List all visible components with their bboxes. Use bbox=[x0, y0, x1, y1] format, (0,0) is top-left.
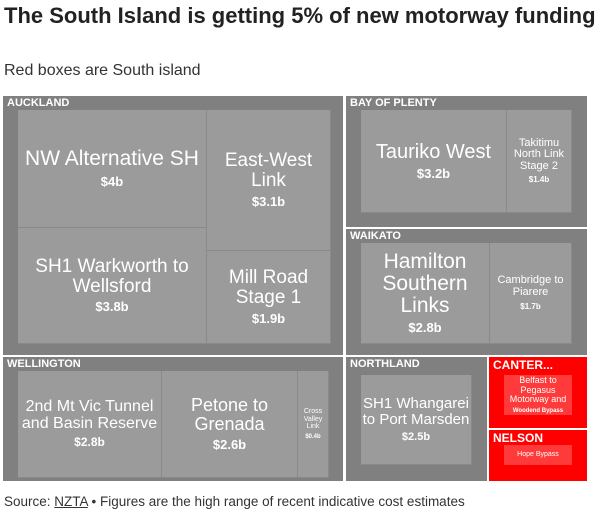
project-tile[interactable]: Takitimu North Link Stage 2 $1.4b bbox=[507, 110, 572, 213]
project-name: Hope Bypass bbox=[517, 451, 559, 459]
project-value: $3.1b bbox=[251, 193, 286, 209]
project-tile[interactable]: SH1 Whangarei to Port Marsden $2.5b bbox=[361, 375, 472, 465]
project-name: East-West Link bbox=[224, 150, 313, 191]
project-tile[interactable]: NW Alternative SH $4b bbox=[18, 110, 207, 228]
project-value: Woodend Bypass bbox=[512, 407, 564, 414]
project-value: $2.8b bbox=[408, 320, 442, 336]
project-tile[interactable]: Cambridge to Piarere $1.7b bbox=[490, 243, 572, 344]
project-tile[interactable]: Tauriko West $3.2b bbox=[361, 110, 507, 213]
project-tile[interactable]: Hamilton Southern Links $2.8b bbox=[361, 243, 490, 344]
project-value: $1.9b bbox=[251, 310, 286, 326]
region-label: NELSON bbox=[493, 431, 544, 445]
region-group-canter: CANTER... Belfast to Pegasus Motorway and… bbox=[489, 357, 587, 428]
project-name: Belfast to Pegasus Motorway and bbox=[509, 375, 567, 405]
project-value: $4b bbox=[100, 173, 124, 189]
project-name: NW Alternative SH bbox=[25, 147, 199, 171]
source-prefix: Source: bbox=[4, 494, 55, 509]
project-value: $1.7b bbox=[520, 301, 541, 311]
region-label: NORTHLAND bbox=[350, 358, 420, 370]
region-group-northland: NORTHLAND SH1 Whangarei to Port Marsden $2… bbox=[346, 357, 487, 481]
project-value: $2.8b bbox=[74, 435, 105, 450]
chart-title: The South Island is getting 5% of new mo… bbox=[4, 3, 596, 28]
chart-subtitle: Red boxes are South island bbox=[4, 62, 201, 79]
project-name: SH1 Whangarei to Port Marsden bbox=[362, 395, 470, 428]
source-note: Source: NZTA • Figures are the high rang… bbox=[4, 494, 465, 509]
project-tile[interactable]: Hope Bypass bbox=[504, 445, 572, 465]
project-value: $1.4b bbox=[528, 175, 550, 185]
region-label: WAIKATO bbox=[350, 230, 401, 242]
project-value: $2.6b bbox=[212, 436, 247, 452]
project-tile[interactable]: Mill Road Stage 1 $1.9b bbox=[207, 251, 331, 344]
project-value: $3.2b bbox=[416, 165, 451, 181]
source-suffix: • Figures are the high range of recent i… bbox=[87, 494, 465, 509]
project-tile[interactable]: Belfast to Pegasus Motorway and Woodend B… bbox=[504, 375, 572, 415]
region-group-wellington: WELLINGTON 2nd Mt Vic Tunnel and Basin Re… bbox=[3, 357, 343, 481]
project-tile[interactable]: Petone to Grenada $2.6b bbox=[162, 371, 298, 478]
region-label: AUCKLAND bbox=[7, 97, 70, 109]
project-name: Mill Road Stage 1 bbox=[228, 267, 309, 308]
project-name: Hamilton Southern Links bbox=[382, 249, 468, 318]
project-value: $2.5b bbox=[401, 430, 431, 443]
region-group-auckland: AUCKLAND NW Alternative SH $4b East-West Li… bbox=[3, 96, 343, 355]
project-tile[interactable]: 2nd Mt Vic Tunnel and Basin Reserve $2.8b bbox=[18, 371, 162, 478]
region-label: CANTER... bbox=[493, 358, 553, 372]
project-name: 2nd Mt Vic Tunnel and Basin Reserve bbox=[21, 397, 158, 432]
project-name: Tauriko West bbox=[375, 140, 492, 163]
project-value: $0.4b bbox=[305, 433, 321, 440]
source-link[interactable]: NZTA bbox=[54, 494, 88, 509]
project-tile[interactable]: East-West Link $3.1b bbox=[207, 110, 331, 251]
region-label: BAY OF PLENTY bbox=[350, 97, 437, 109]
project-name: SH1 Warkworth to Wellsford bbox=[35, 255, 189, 297]
project-tile[interactable]: SH1 Warkworth to Wellsford $3.8b bbox=[18, 228, 207, 344]
project-name: Takitimu North Link Stage 2 bbox=[513, 136, 565, 172]
project-name: Cambridge to Piarere bbox=[497, 274, 564, 298]
region-label: WELLINGTON bbox=[7, 358, 81, 370]
project-name: Petone to Grenada bbox=[190, 395, 269, 434]
region-group-waikato: WAIKATO Hamilton Southern Links $2.8b Cambr… bbox=[346, 229, 587, 355]
project-value: $3.8b bbox=[95, 299, 129, 315]
project-name: Cross Valley Link bbox=[303, 408, 323, 431]
region-group-bay-of-plenty: BAY OF PLENTY Tauriko West $3.2b Takitimu N… bbox=[346, 96, 587, 227]
project-tile[interactable]: Cross Valley Link $0.4b bbox=[298, 371, 329, 478]
region-group-nelson: NELSON Hope Bypass bbox=[489, 430, 587, 481]
